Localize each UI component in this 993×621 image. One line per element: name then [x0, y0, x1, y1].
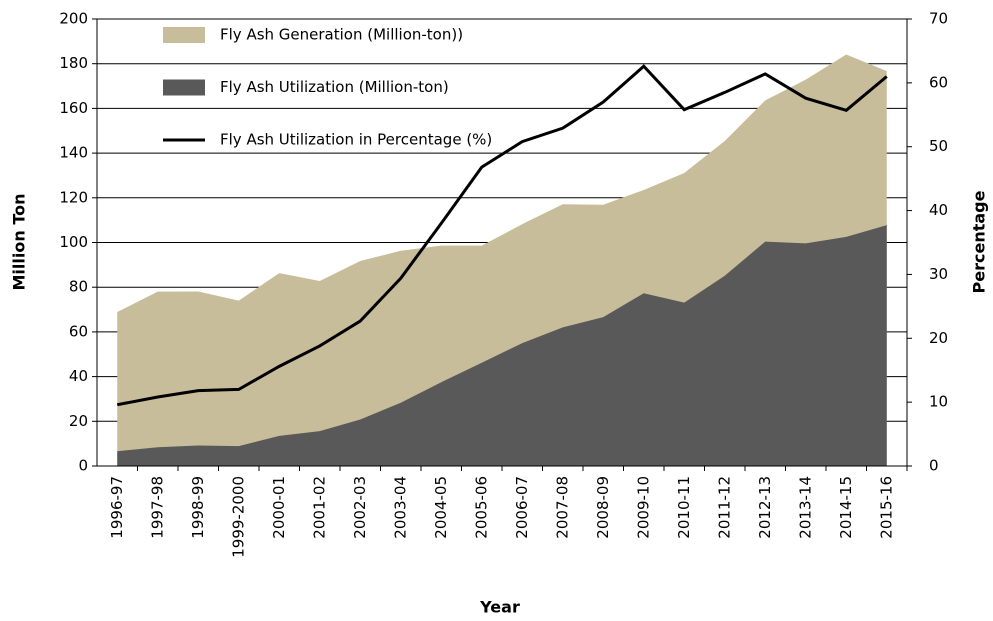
x-tick-label: 2013-14 [796, 476, 814, 539]
y-tick-label: 80 [69, 278, 88, 296]
y-tick-label: 40 [69, 367, 88, 385]
legend-swatch [163, 79, 205, 96]
x-tick-label: 2014-15 [837, 476, 855, 539]
y2-tick-label: 10 [929, 393, 948, 411]
x-tick-label: 2004-05 [432, 476, 450, 539]
x-tick-label: 2012-13 [756, 476, 774, 539]
x-tick-label: 2009-10 [634, 476, 652, 539]
x-tick-label: 2003-04 [391, 476, 409, 539]
y2-tick-label: 30 [929, 265, 948, 283]
x-tick-label: 1996-97 [108, 476, 126, 539]
x-tick-label: 2001-02 [310, 476, 328, 539]
y-tick-label: 200 [59, 10, 88, 28]
legend-label: Fly Ash Utilization (Million-ton) [220, 78, 449, 96]
y-tick-label: 180 [59, 54, 88, 72]
y2-tick-label: 70 [929, 10, 948, 28]
area [117, 225, 887, 466]
x-tick-label: 2006-07 [513, 476, 531, 539]
x-tick-label: 2007-08 [553, 476, 571, 539]
y2-axis-label: Percentage [970, 190, 989, 293]
x-tick-label: 2011-12 [715, 476, 733, 539]
y-tick-label: 140 [59, 144, 88, 162]
y-tick-label: 0 [78, 457, 88, 475]
x-tick-label: 2010-11 [675, 476, 693, 539]
line [116, 64, 888, 407]
y-tick-label: 100 [59, 233, 88, 251]
y-axis-label: Million Ton [10, 194, 29, 291]
y-tick-label: 20 [69, 412, 88, 430]
x-tick-label: 1997-98 [148, 476, 166, 539]
y-tick-label: 120 [59, 188, 88, 206]
x-axis-label: Year [479, 598, 520, 617]
legend-label: Fly Ash Utilization in Percentage (%) [220, 131, 492, 149]
y2-tick-label: 50 [929, 137, 948, 155]
x-tick-label: 1998-99 [189, 476, 207, 539]
y2-tick-label: 40 [929, 201, 948, 219]
x-tick-label: 2015-16 [877, 476, 895, 539]
y-tick-label: 60 [69, 322, 88, 340]
x-tick-label: 2005-06 [472, 476, 490, 539]
y2-tick-label: 0 [929, 457, 939, 475]
y2-tick-label: 60 [929, 73, 948, 91]
y-tick-label: 160 [59, 99, 88, 117]
y2-tick-label: 20 [929, 329, 948, 347]
x-tick-label: 2008-09 [594, 476, 612, 539]
legend-label: Fly Ash Generation (Million-ton)) [220, 26, 463, 44]
legend-swatch [163, 27, 205, 43]
x-tick-label: 2002-03 [351, 476, 369, 539]
x-tick-label: 1999-2000 [229, 476, 247, 558]
x-tick-label: 2000-01 [270, 476, 288, 539]
